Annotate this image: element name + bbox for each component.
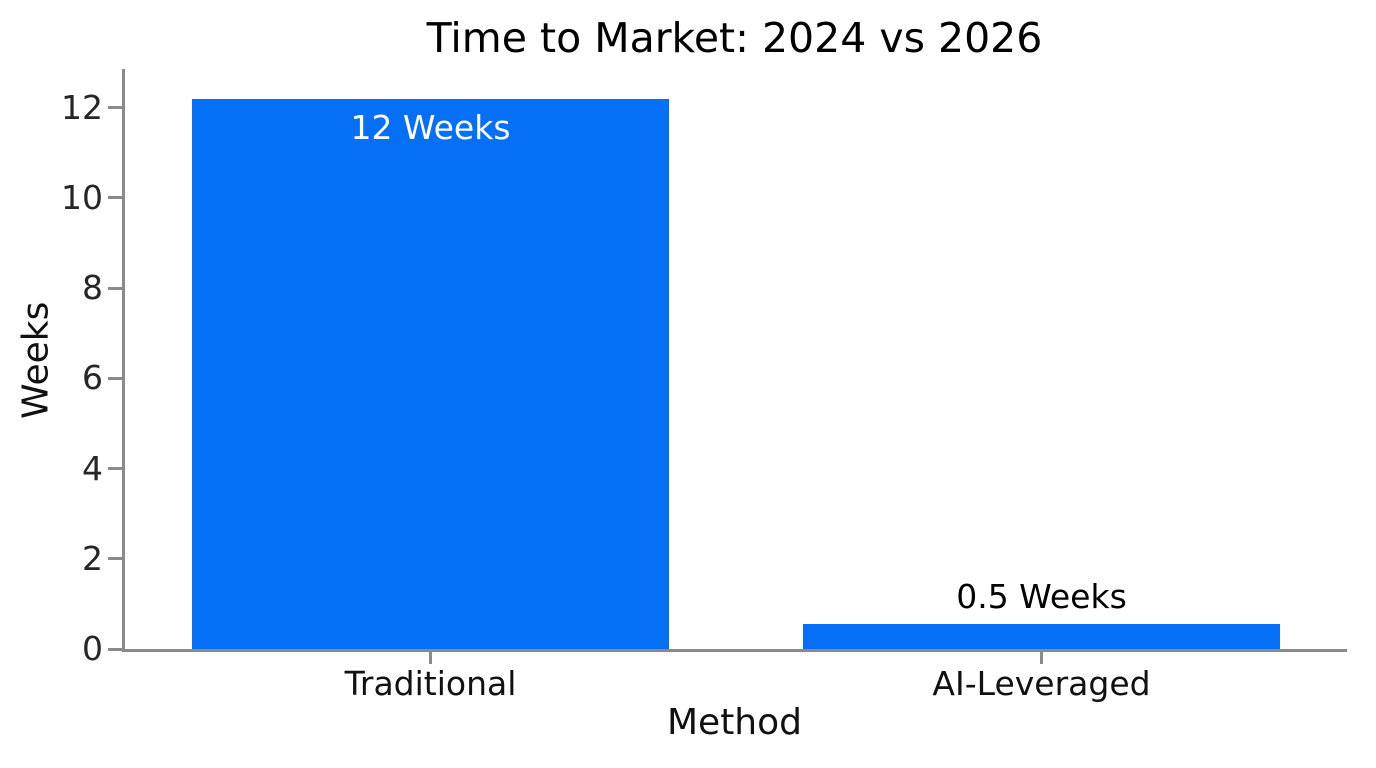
y-tick-label: 12 [61,87,103,127]
x-axis-label: Method [666,702,803,743]
y-tick-mark [108,106,122,110]
bar [192,98,669,649]
chart-title: Time to Market: 2024 vs 2026 [426,14,1043,62]
bar [803,624,1280,649]
bar-value-label: 0.5 Weeks [956,577,1127,617]
y-tick-mark [108,647,122,651]
y-tick-mark [108,467,122,471]
y-tick-label: 2 [82,538,103,578]
y-tick-label: 8 [82,268,103,308]
y-tick-mark [108,196,122,200]
bar-value-label: 12 Weeks [350,107,511,147]
plot-area: 0 2 4 6 8 10 12 Traditional 12 Weeks AI-Leveraged… [61,69,1347,702]
y-tick-label: 4 [82,448,103,488]
x-tick-mark [1040,652,1043,664]
y-tick-mark [108,286,122,290]
x-tick-mark [429,652,432,664]
x-tick-label: Traditional [344,664,517,703]
y-tick-label: 6 [82,358,103,398]
y-tick-label: 0 [82,628,103,668]
y-tick-label: 10 [61,177,103,217]
x-tick-label: AI-Leveraged [932,664,1151,703]
y-tick-mark [108,376,122,380]
y-tick-mark [108,557,122,561]
y-axis-label: Weeks [15,301,57,420]
